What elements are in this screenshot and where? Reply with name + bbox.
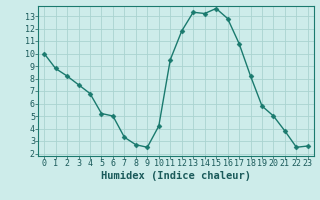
X-axis label: Humidex (Indice chaleur): Humidex (Indice chaleur) [101,171,251,181]
